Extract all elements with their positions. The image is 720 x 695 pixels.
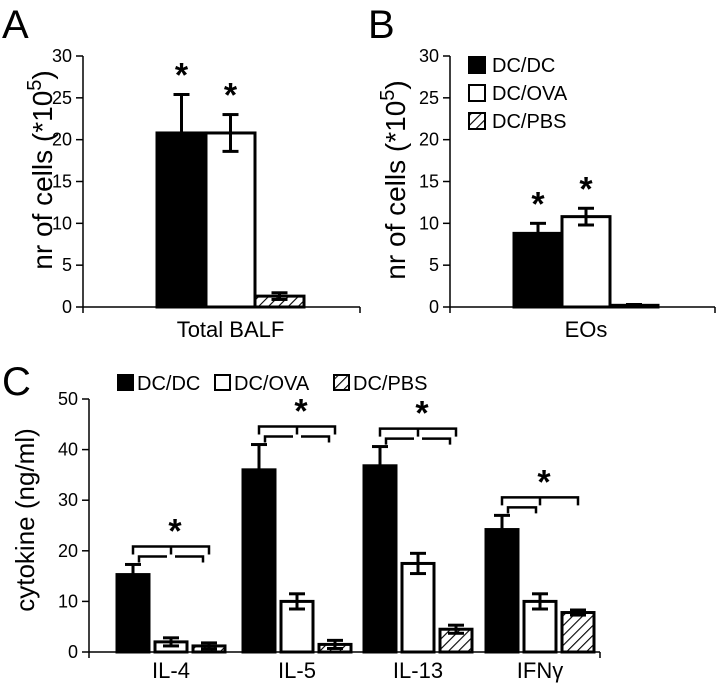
significance-star-a-1: *	[224, 77, 238, 115]
y-tick-label-a-1: 5	[62, 255, 72, 275]
legend-label-dcpbs: DC/PBS	[492, 111, 566, 133]
y-tick-label-c-3: 30	[58, 490, 78, 510]
significance-star-a-0: *	[175, 56, 189, 94]
significance-star-c-0: *	[168, 512, 182, 550]
y-tick-label-c-0: 0	[68, 642, 78, 662]
y-tick-label-b-3: 15	[419, 172, 439, 192]
legend-c-swatch-dcdc	[117, 374, 134, 391]
significance-star-b-0: *	[531, 185, 545, 223]
bar-a-0-1	[204, 131, 257, 309]
y-tick-label-a-4: 20	[52, 130, 72, 150]
chart-panel-b: * * EOs 0 5 10 15 20 25 30	[419, 46, 716, 342]
y-tick-label-c-4: 40	[58, 440, 78, 460]
bracket-inner-c-1	[263, 435, 331, 443]
bar-c-2-0	[362, 464, 398, 654]
bar-c-3-0	[484, 528, 520, 654]
panel-letter-c: C	[2, 360, 31, 404]
y-tick-label-c-1: 10	[58, 591, 78, 611]
bar-c-1-0	[241, 468, 277, 654]
legend-c-label-dcpbs: DC/PBS	[353, 373, 427, 395]
significance-star-c-1: *	[294, 393, 308, 431]
legend-panel-c: DC/DC DC/OVA DC/PBS	[117, 373, 427, 395]
bar-c-3-2	[560, 611, 596, 654]
category-label-c-0: IL-4	[152, 658, 190, 683]
panel-c-ylabel: cytokine (ng/ml)	[10, 428, 40, 612]
significance-star-c-2: *	[415, 395, 429, 433]
chart-panel-c: * IL-4 * IL-5 * IL-13 * IFNγ 0 10 20 30 40 50	[58, 389, 601, 683]
y-tick-label-a-6: 30	[52, 46, 72, 66]
bracket-inner-c-3	[506, 506, 538, 514]
legend-swatch-dcpbs	[468, 112, 486, 130]
bracket-c-3	[500, 496, 580, 506]
y-tick-label-b-0: 0	[429, 297, 439, 317]
category-label-c-1: IL-5	[278, 658, 316, 683]
legend-swatch-dcova	[468, 84, 486, 102]
panel-b-ylabel: nr of cells (*105)	[377, 80, 411, 279]
y-tick-label-b-6: 30	[419, 46, 439, 66]
category-label-b-0: EOs	[565, 317, 608, 342]
bracket-c-2	[378, 427, 458, 437]
bracket-c-1	[257, 425, 337, 435]
y-tick-label-b-2: 10	[419, 213, 439, 233]
y-tick-label-a-0: 0	[62, 297, 72, 317]
bracket-inner-c-0	[137, 555, 205, 563]
bracket-inner-c-2	[384, 437, 452, 445]
y-tick-label-a-5: 25	[52, 88, 72, 108]
y-tick-label-b-4: 20	[419, 130, 439, 150]
y-tick-label-c-5: 50	[58, 389, 78, 409]
category-label-c-2: IL-13	[393, 658, 443, 683]
panel-letter-a: A	[2, 3, 29, 47]
y-tick-label-b-5: 25	[419, 88, 439, 108]
legend-label-dcdc: DC/DC	[492, 55, 555, 77]
panel-a-ylabel: nr of cells (*105)	[24, 70, 58, 269]
legend-c-swatch-dcova	[214, 374, 231, 391]
y-tick-label-a-3: 15	[52, 172, 72, 192]
category-label-a-0: Total BALF	[177, 317, 285, 342]
chart-panel-a: * * Total BALF 0 5 10 15 20 25 30	[52, 46, 361, 342]
legend-c-label-dcova: DC/OVA	[234, 373, 310, 395]
legend-c-swatch-dcpbs	[333, 374, 350, 391]
category-label-c-3: IFNγ	[517, 658, 563, 683]
legend-c-label-dcdc: DC/DC	[137, 373, 200, 395]
significance-star-c-3: *	[537, 463, 551, 501]
y-tick-label-b-1: 5	[429, 255, 439, 275]
legend-panel-b: DC/DC DC/OVA DC/PBS	[468, 55, 568, 133]
legend-swatch-dcdc	[468, 56, 486, 74]
y-tick-label-c-2: 20	[58, 541, 78, 561]
panel-letter-b: B	[368, 3, 395, 47]
bracket-c-0	[131, 545, 211, 555]
y-tick-label-a-2: 10	[52, 213, 72, 233]
bar-c-2-1	[400, 561, 436, 654]
bar-b-0-1	[560, 215, 612, 309]
legend-label-dcova: DC/OVA	[492, 83, 568, 105]
significance-star-b-1: *	[579, 170, 593, 208]
